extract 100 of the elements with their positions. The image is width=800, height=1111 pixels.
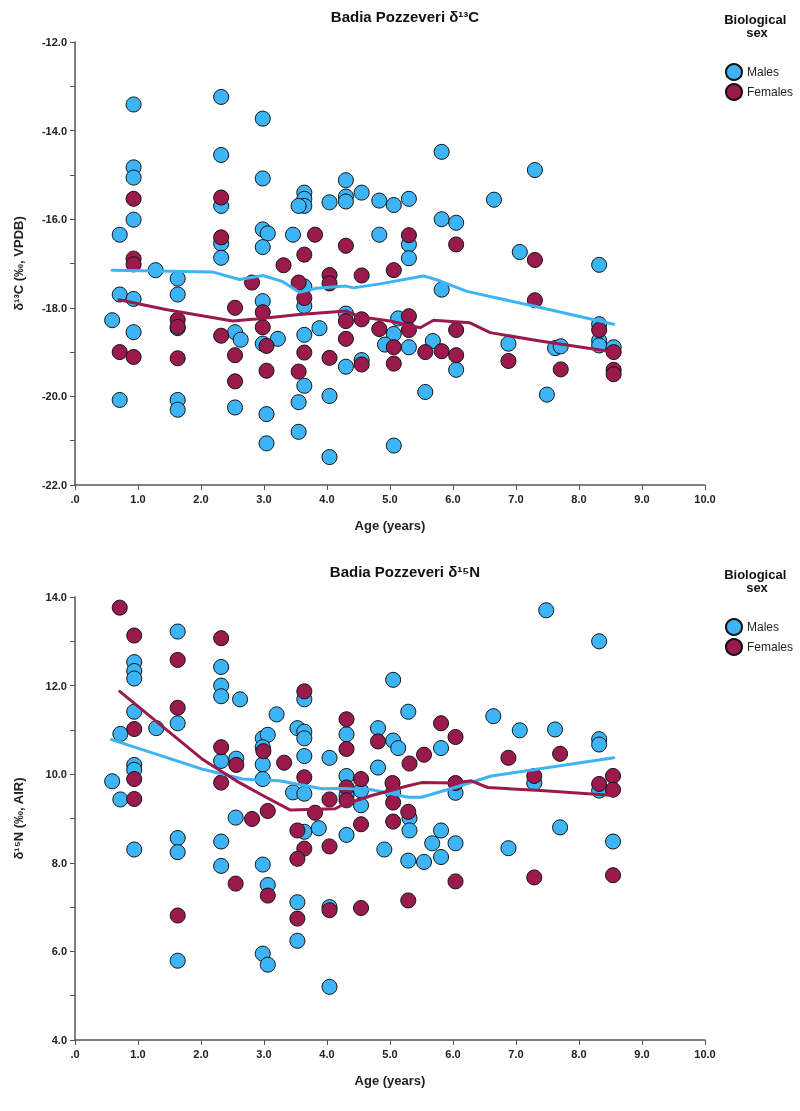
x-tick-label: 2.0 xyxy=(193,492,209,505)
point xyxy=(169,699,186,716)
point xyxy=(500,749,517,766)
y-tick-label: -16.0 xyxy=(41,213,67,226)
point xyxy=(296,683,313,700)
point xyxy=(125,190,142,207)
point xyxy=(353,816,370,833)
point xyxy=(417,344,434,361)
point xyxy=(353,356,370,373)
point xyxy=(258,337,275,354)
point xyxy=(213,189,230,206)
point xyxy=(296,344,313,361)
point xyxy=(244,810,261,827)
x-tick-label: 9.0 xyxy=(634,492,650,505)
point xyxy=(296,769,313,786)
point xyxy=(213,630,230,647)
point xyxy=(258,362,275,379)
point xyxy=(591,775,608,792)
x-tick-label: 10.0 xyxy=(694,1047,716,1060)
point xyxy=(213,739,230,756)
point xyxy=(290,363,307,380)
point xyxy=(552,745,569,762)
point xyxy=(605,867,622,884)
point xyxy=(169,350,186,367)
point xyxy=(169,907,186,924)
point xyxy=(433,715,450,732)
point xyxy=(289,910,306,927)
point xyxy=(337,330,354,347)
y-tick-label: 14.0 xyxy=(45,591,67,603)
x-tick-label: .0 xyxy=(70,492,80,505)
point xyxy=(433,343,450,360)
point xyxy=(400,308,417,325)
point xyxy=(259,887,276,904)
point xyxy=(275,257,292,274)
y-tick-label: 4.0 xyxy=(51,1034,67,1046)
point xyxy=(591,321,608,338)
y-tick-label: 6.0 xyxy=(51,945,67,958)
point xyxy=(448,236,465,253)
legend-label: Males xyxy=(746,620,779,634)
point xyxy=(289,850,306,867)
y-tick-label: -18.0 xyxy=(41,301,67,314)
point xyxy=(447,873,464,890)
point xyxy=(385,339,402,356)
point xyxy=(447,728,464,745)
point xyxy=(338,711,355,728)
point xyxy=(500,352,517,369)
point xyxy=(126,627,143,644)
point xyxy=(552,361,569,378)
point xyxy=(228,756,245,773)
y-tick-label: -20.0 xyxy=(41,390,67,403)
point xyxy=(126,771,143,788)
point xyxy=(321,791,338,808)
x-tick-label: 1.0 xyxy=(130,492,146,505)
point xyxy=(338,740,355,757)
point xyxy=(227,875,244,892)
x-tick-label: 2.0 xyxy=(193,1047,209,1060)
point xyxy=(213,774,230,791)
point xyxy=(254,319,271,336)
x-tick-label: .0 xyxy=(70,1047,80,1060)
point xyxy=(213,229,230,246)
x-axis-title: Age (years) xyxy=(354,1073,426,1088)
point xyxy=(321,349,338,366)
x-tick-label: 5.0 xyxy=(382,492,398,505)
legend-label: Females xyxy=(746,85,793,99)
x-tick-label: 4.0 xyxy=(319,492,335,505)
x-tick-label: 10.0 xyxy=(694,492,716,505)
point xyxy=(227,347,244,364)
point xyxy=(213,327,230,344)
point xyxy=(384,775,401,792)
point xyxy=(296,290,313,307)
point xyxy=(400,803,417,820)
y-tick-label: -22.0 xyxy=(41,479,67,491)
y-tick-label: -14.0 xyxy=(41,124,67,137)
legend-title: Biological sex xyxy=(724,12,790,40)
x-tick-label: 7.0 xyxy=(508,492,524,505)
point xyxy=(401,755,418,772)
x-tick-label: 1.0 xyxy=(130,1047,146,1060)
point xyxy=(385,355,402,372)
point xyxy=(337,237,354,254)
x-tick-label: 7.0 xyxy=(508,1047,524,1060)
point xyxy=(526,251,543,268)
point xyxy=(448,321,465,338)
y-tick-label: 10.0 xyxy=(45,768,67,781)
legend-label: Males xyxy=(746,65,779,79)
y-axis-title: δ¹⁵N (‰, AIR) xyxy=(11,777,26,860)
point xyxy=(276,754,293,771)
point xyxy=(385,262,402,279)
x-axis-title: Age (years) xyxy=(354,518,426,533)
x-tick-label: 5.0 xyxy=(382,1047,398,1060)
point xyxy=(353,899,370,916)
chart-title: Badia Pozzeveri δ¹⁵N xyxy=(329,563,481,580)
x-tick-label: 9.0 xyxy=(634,1047,650,1060)
point xyxy=(307,226,324,243)
point xyxy=(125,348,142,365)
point xyxy=(259,802,276,819)
x-tick-label: 3.0 xyxy=(256,1047,272,1060)
x-tick-label: 8.0 xyxy=(571,492,587,505)
point xyxy=(385,794,402,811)
point xyxy=(605,781,622,798)
point xyxy=(126,721,143,738)
